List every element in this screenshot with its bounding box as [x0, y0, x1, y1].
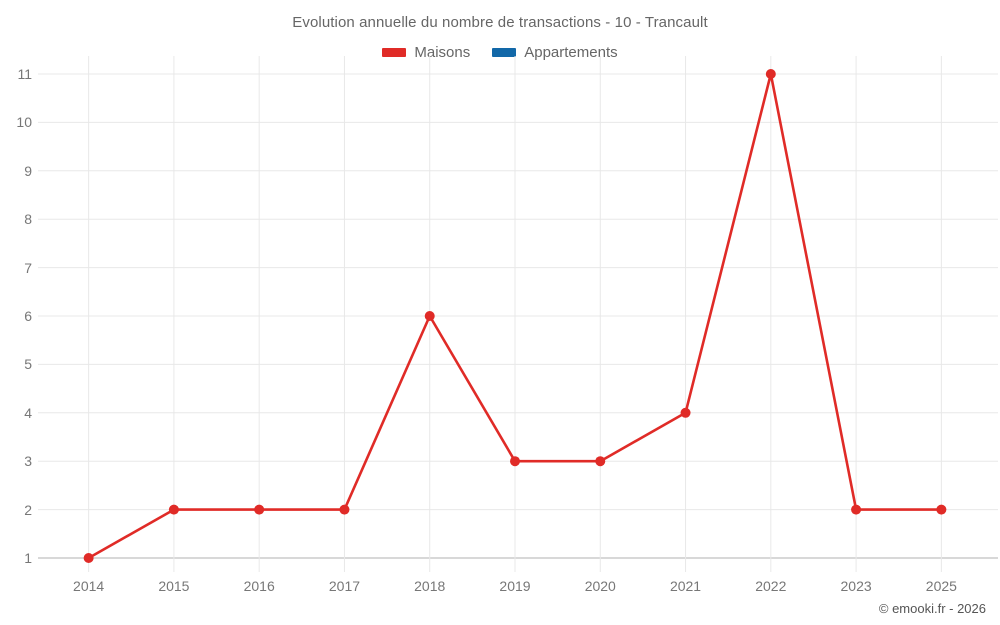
data-point[interactable] [936, 504, 947, 515]
x-axis-tick-label: 2020 [584, 578, 616, 594]
y-axis-tick-label: 3 [24, 453, 32, 470]
data-point[interactable] [83, 553, 94, 563]
data-point[interactable] [168, 504, 179, 515]
legend-item-maisons[interactable]: Maisons [382, 44, 470, 61]
x-axis-tick-label: 2015 [158, 578, 190, 594]
copyright-footer: © emooki.fr - 2026 [878, 601, 986, 616]
legend-item-appartements[interactable]: Appartements [492, 44, 618, 61]
chart-title: Evolution annuelle du nombre de transact… [292, 14, 708, 31]
y-axis-tick-label: 7 [24, 259, 32, 276]
y-axis-tick-label: 10 [16, 114, 32, 131]
data-point[interactable] [595, 456, 606, 467]
x-axis-tick-label: 2014 [73, 578, 105, 594]
data-series-maisons [83, 69, 947, 563]
data-point[interactable] [424, 311, 435, 321]
x-axis-tick-label: 2018 [414, 578, 446, 594]
data-point[interactable] [339, 504, 350, 515]
y-axis-tick-label: 6 [24, 308, 32, 324]
y-axis-tick-label: 1 [24, 550, 32, 566]
x-axis-tick-label: 2023 [840, 578, 872, 594]
data-point[interactable] [510, 456, 520, 467]
data-point[interactable] [680, 407, 691, 418]
x-axis-tick-label: 2016 [243, 578, 275, 594]
legend-swatch-appartements [492, 48, 517, 57]
legend-swatch-maisons [382, 48, 407, 57]
y-axis-tick-label: 2 [24, 501, 32, 518]
legend-label-maisons: Maisons [414, 44, 471, 61]
data-point[interactable] [254, 504, 265, 515]
x-axis-tick-label: 2017 [328, 578, 361, 594]
x-axis-tick-label: 2025 [925, 578, 957, 594]
x-axis-tick-label: 2021 [669, 578, 702, 594]
x-axis-tick-label: 2022 [755, 578, 787, 594]
data-point[interactable] [851, 504, 862, 515]
y-axis-tick-label: 11 [17, 66, 32, 82]
y-axis-tick-label: 8 [24, 211, 32, 228]
x-axis-tick-label: 2019 [499, 578, 531, 594]
data-point[interactable] [765, 69, 776, 79]
y-axis-tick-label: 9 [24, 162, 32, 179]
legend-label-appartements: Appartements [524, 44, 618, 61]
grid-lines [38, 56, 998, 572]
chart-legend: Maisons Appartements [0, 44, 1000, 61]
y-axis-tick-label: 5 [24, 356, 32, 373]
y-axis-tick-label: 4 [24, 404, 32, 421]
